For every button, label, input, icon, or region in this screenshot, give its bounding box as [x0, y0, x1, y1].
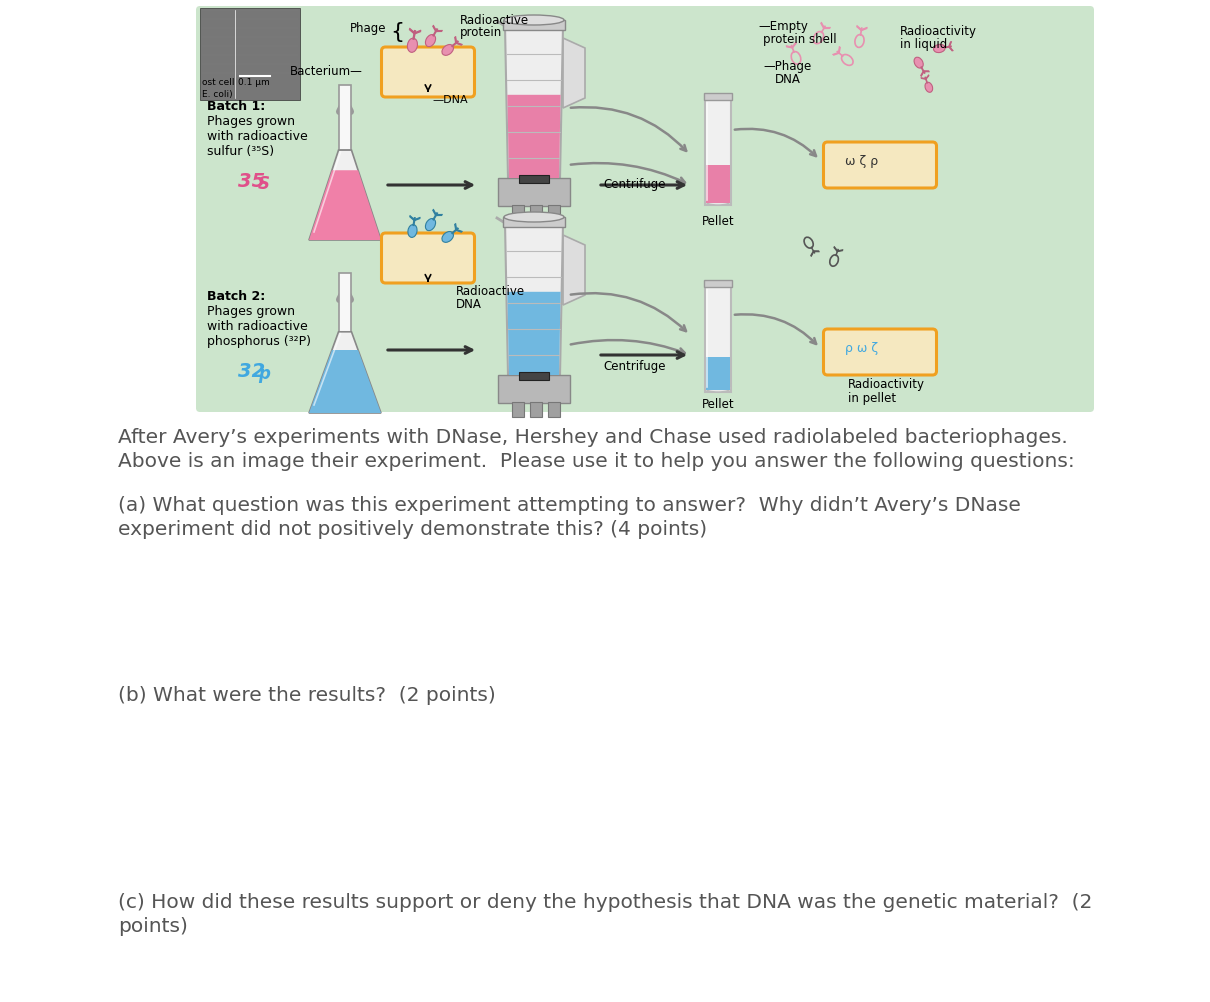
Bar	[548, 205, 560, 220]
Text: —DNA: —DNA	[432, 95, 467, 105]
Text: ost cell: ost cell	[202, 78, 235, 87]
Text: p: p	[258, 365, 270, 383]
Text: protein shell: protein shell	[764, 33, 836, 46]
Bar	[499, 375, 570, 403]
Bar	[704, 93, 732, 100]
Ellipse shape	[426, 34, 436, 47]
Ellipse shape	[505, 212, 564, 222]
Bar	[512, 205, 524, 220]
Polygon shape	[563, 38, 584, 108]
Text: Phage: Phage	[350, 22, 386, 35]
Text: (a) What question was this experiment attempting to answer?  Why didn’t Avery’s : (a) What question was this experiment at…	[119, 496, 1021, 515]
Text: with radioactive: with radioactive	[207, 130, 307, 143]
Text: (b) What were the results?  (2 points): (b) What were the results? (2 points)	[119, 686, 496, 705]
Text: Radioactive: Radioactive	[456, 285, 525, 298]
Text: Radioactivity: Radioactivity	[848, 378, 924, 391]
FancyBboxPatch shape	[381, 47, 474, 97]
Bar	[499, 178, 570, 206]
Bar	[503, 217, 565, 227]
Text: protein: protein	[460, 26, 502, 39]
Text: Radioactive: Radioactive	[460, 14, 529, 27]
Text: 32: 32	[238, 362, 265, 381]
Bar	[704, 280, 732, 287]
Polygon shape	[507, 95, 560, 178]
Polygon shape	[507, 292, 560, 375]
Ellipse shape	[408, 38, 417, 52]
Bar	[530, 205, 542, 220]
Bar	[519, 372, 549, 380]
Text: in liquid: in liquid	[900, 38, 947, 51]
Text: experiment did not positively demonstrate this? (4 points): experiment did not positively demonstrat…	[119, 520, 707, 539]
Text: After Avery’s experiments with DNase, Hershey and Chase used radiolabeled bacter: After Avery’s experiments with DNase, He…	[119, 428, 1067, 447]
FancyBboxPatch shape	[824, 142, 937, 188]
Text: Batch 1:: Batch 1:	[207, 100, 265, 113]
Polygon shape	[309, 350, 381, 413]
Text: Phages grown: Phages grown	[207, 115, 295, 128]
Text: S: S	[258, 175, 270, 193]
Text: Batch 2:: Batch 2:	[207, 290, 265, 303]
Bar	[548, 402, 560, 417]
Polygon shape	[505, 26, 563, 178]
Bar	[512, 402, 524, 417]
Text: Above is an image their experiment.  Please use it to help you answer the follow: Above is an image their experiment. Plea…	[119, 452, 1074, 471]
Ellipse shape	[426, 218, 436, 230]
Text: Radioactivity: Radioactivity	[900, 25, 976, 38]
Polygon shape	[309, 170, 381, 240]
Text: Pellet: Pellet	[702, 398, 734, 411]
Text: 35: 35	[238, 172, 265, 191]
Text: 0.1 μm: 0.1 μm	[238, 78, 270, 87]
Ellipse shape	[924, 82, 933, 92]
Text: Centrifuge: Centrifuge	[604, 178, 667, 191]
Polygon shape	[309, 332, 381, 413]
Text: DNA: DNA	[774, 73, 801, 86]
Bar	[705, 282, 731, 392]
Text: sulfur (³⁵S): sulfur (³⁵S)	[207, 145, 275, 158]
Ellipse shape	[934, 44, 945, 52]
Text: phosphorus (³²P): phosphorus (³²P)	[207, 335, 311, 348]
Text: ω ζ ρ: ω ζ ρ	[845, 155, 878, 168]
Ellipse shape	[914, 57, 923, 68]
Text: Bacterium—: Bacterium—	[290, 65, 363, 78]
Text: —Phage: —Phage	[764, 60, 811, 73]
Polygon shape	[505, 223, 563, 375]
Ellipse shape	[705, 197, 731, 205]
Text: with radioactive: with radioactive	[207, 320, 307, 333]
Text: ρ ω ζ: ρ ω ζ	[845, 342, 878, 355]
Ellipse shape	[442, 231, 454, 242]
Bar	[705, 95, 731, 205]
Text: Centrifuge: Centrifuge	[604, 360, 667, 373]
Bar	[200, 8, 300, 100]
Text: E. coli): E. coli)	[202, 90, 232, 99]
Ellipse shape	[442, 44, 454, 55]
Bar	[705, 357, 730, 390]
FancyBboxPatch shape	[381, 233, 474, 283]
Bar	[519, 175, 549, 183]
Ellipse shape	[408, 224, 417, 237]
FancyBboxPatch shape	[824, 329, 937, 375]
Bar	[530, 402, 542, 417]
FancyBboxPatch shape	[196, 6, 1094, 412]
Text: (c) How did these results support or deny the hypothesis that DNA was the geneti: (c) How did these results support or den…	[119, 893, 1093, 912]
Polygon shape	[309, 150, 381, 240]
Ellipse shape	[705, 384, 731, 392]
Text: DNA: DNA	[456, 298, 482, 311]
Ellipse shape	[505, 15, 564, 25]
Bar	[503, 20, 565, 30]
Text: —Empty: —Empty	[757, 20, 808, 33]
Text: Pellet: Pellet	[702, 215, 734, 228]
Text: in pellet: in pellet	[848, 392, 897, 405]
Text: Phages grown: Phages grown	[207, 305, 295, 318]
Bar	[705, 164, 730, 203]
Polygon shape	[563, 235, 584, 305]
Polygon shape	[339, 273, 351, 332]
Polygon shape	[339, 85, 351, 150]
Text: {: {	[390, 22, 404, 42]
Text: points): points)	[119, 917, 188, 936]
